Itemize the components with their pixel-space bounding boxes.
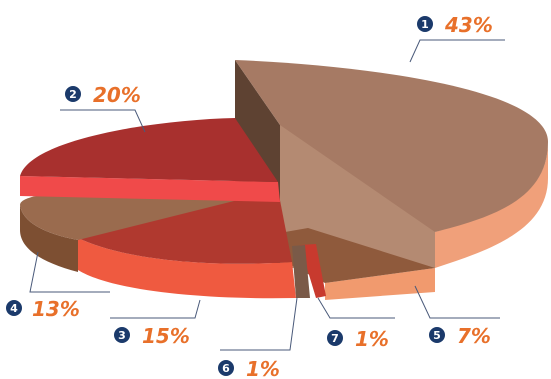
slice-4 [20,190,278,272]
leader-1 [409,39,505,63]
label-2-text: 20% [93,83,141,107]
slice-2-top [20,118,278,182]
slice-6 [292,245,310,298]
leader-2 [60,109,146,133]
label-4: 4 13% [6,297,80,321]
slice-labels: 1 43% 2 20% 3 15% 4 13% 5 7% 6 1% [6,13,493,379]
label-1-text: 43% [444,13,493,37]
slice-1-top [235,60,548,232]
slice-3-top [78,190,292,264]
label-2: 2 20% [65,83,141,107]
label-5-text: 7% [457,324,491,348]
label-3: 3 15% [114,324,190,348]
slice-3-side [78,238,296,299]
label-7: 7 1% [327,327,389,351]
label-6-text: 1% [246,357,280,379]
slice-5 [285,228,435,300]
slice-6-top [292,245,310,298]
slice-7 [300,244,326,298]
leader-6 [220,297,298,351]
label-5: 5 7% [429,324,491,348]
marker-5-icon [429,327,445,343]
slice-7-top [300,244,326,298]
label-7-text: 1% [355,327,389,351]
marker-7-number: 7 [331,332,339,345]
slice-1-side-wall [435,142,548,268]
marker-4-icon [6,300,22,316]
label-6: 6 1% [218,357,280,379]
slice-3 [78,190,296,299]
leader-4 [29,251,110,293]
leader-5 [414,285,500,319]
label-1: 1 43% [417,13,493,37]
marker-4-number: 4 [10,302,18,315]
marker-7-icon [327,330,343,346]
slice-4-side [20,205,78,272]
marker-3-icon [114,327,130,343]
label-4-text: 13% [32,297,80,321]
marker-6-number: 6 [222,362,230,375]
marker-2-number: 2 [69,88,77,101]
marker-5-number: 5 [433,329,441,342]
leader-3 [110,299,201,319]
label-3-text: 15% [142,324,190,348]
marker-2-icon [65,86,81,102]
slice-5-top [285,228,435,283]
slice-5-side [325,268,435,300]
marker-3-number: 3 [118,329,126,342]
slice-4-top [20,190,278,240]
leader-7 [317,297,395,319]
marker-1-number: 1 [421,18,429,31]
marker-6-icon [218,360,234,376]
marker-1-icon [417,16,433,32]
slice-2 [20,118,280,202]
leader-lines [29,39,505,351]
slice-2-side [20,176,280,202]
